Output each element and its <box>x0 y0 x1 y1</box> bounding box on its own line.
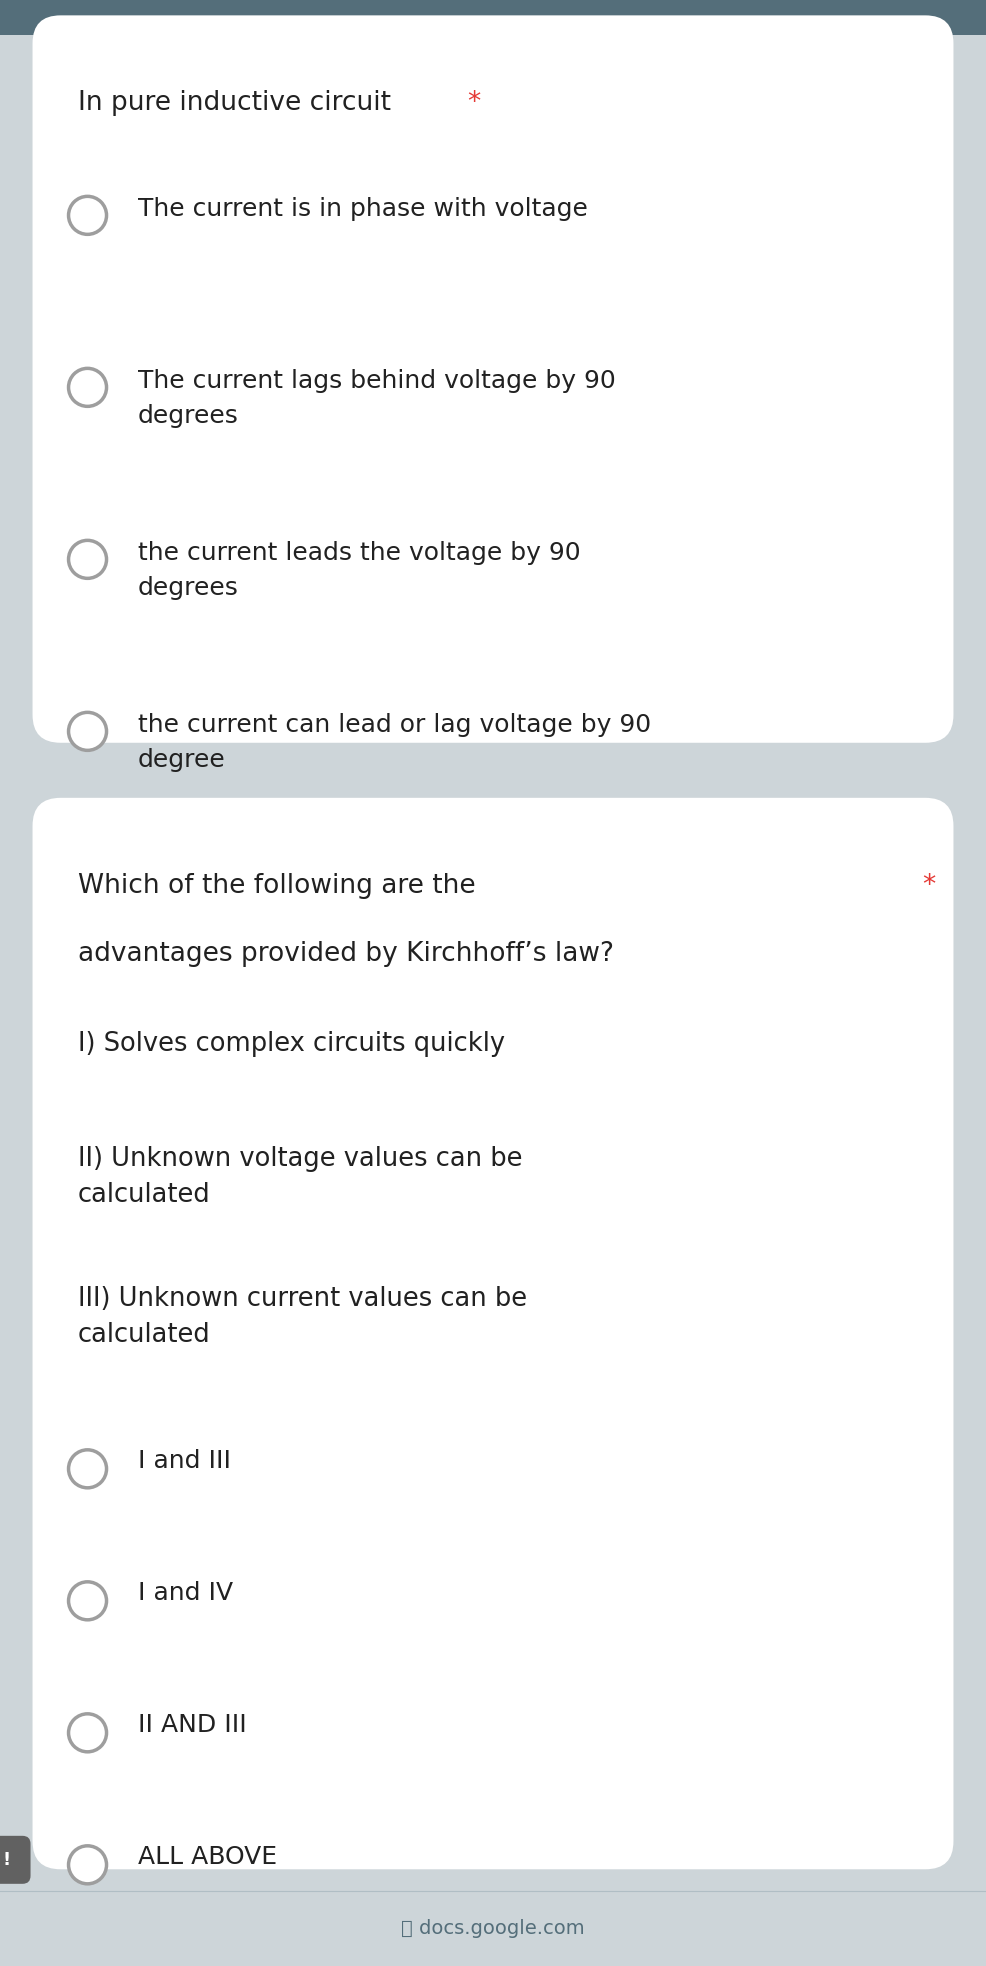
Text: II) Unknown voltage values can be
calculated: II) Unknown voltage values can be calcul… <box>78 1146 522 1207</box>
Text: advantages provided by Kirchhoff’s law?: advantages provided by Kirchhoff’s law? <box>78 942 613 967</box>
Text: I and IV: I and IV <box>137 1581 233 1604</box>
Text: III) Unknown current values can be
calculated: III) Unknown current values can be calcu… <box>78 1286 527 1349</box>
Text: *: * <box>467 90 481 116</box>
Text: I and III: I and III <box>137 1449 231 1473</box>
Text: The current is in phase with voltage: The current is in phase with voltage <box>137 197 588 222</box>
Text: ALL ABOVE: ALL ABOVE <box>137 1844 277 1870</box>
Circle shape <box>69 712 106 751</box>
Circle shape <box>69 197 106 234</box>
Text: In pure inductive circuit: In pure inductive circuit <box>78 90 390 116</box>
Circle shape <box>69 1846 106 1883</box>
Text: The current lags behind voltage by 90
degrees: The current lags behind voltage by 90 de… <box>137 370 615 429</box>
FancyBboxPatch shape <box>33 798 953 1870</box>
FancyBboxPatch shape <box>0 1836 31 1883</box>
Text: Which of the following are the: Which of the following are the <box>78 873 475 898</box>
Circle shape <box>69 1583 106 1620</box>
FancyBboxPatch shape <box>33 16 953 743</box>
Text: I) Solves complex circuits quickly: I) Solves complex circuits quickly <box>78 1030 505 1058</box>
Circle shape <box>69 368 106 407</box>
Circle shape <box>69 1449 106 1488</box>
Bar <box>0 0 986 35</box>
Text: *: * <box>922 873 936 898</box>
Text: !: ! <box>3 1850 11 1870</box>
Text: II AND III: II AND III <box>137 1712 246 1736</box>
Circle shape <box>69 541 106 578</box>
Bar <box>0 1891 986 1966</box>
Circle shape <box>69 1714 106 1752</box>
Text: the current can lead or lag voltage by 90
degree: the current can lead or lag voltage by 9… <box>137 714 651 773</box>
Text: the current leads the voltage by 90
degrees: the current leads the voltage by 90 degr… <box>137 541 580 600</box>
Text: 🔒 docs.google.com: 🔒 docs.google.com <box>401 1919 585 1938</box>
